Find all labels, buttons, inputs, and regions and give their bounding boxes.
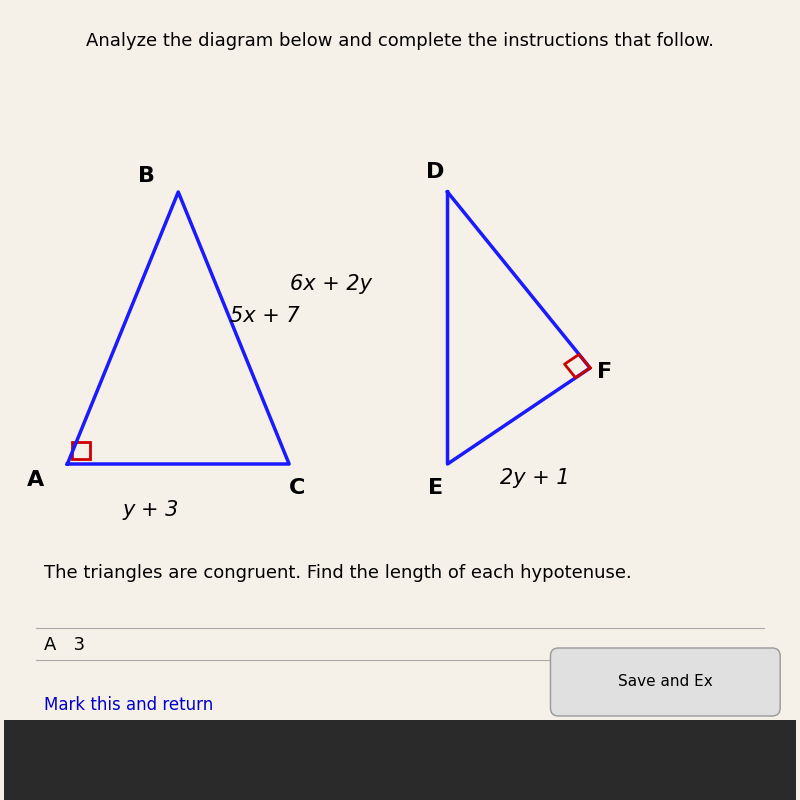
- Text: F: F: [597, 362, 612, 382]
- Text: A: A: [27, 470, 44, 490]
- Text: The triangles are congruent. Find the length of each hypotenuse.: The triangles are congruent. Find the le…: [44, 564, 631, 582]
- Text: 2y + 1: 2y + 1: [500, 468, 570, 488]
- Text: y + 3: y + 3: [122, 500, 178, 520]
- Text: B: B: [138, 166, 155, 186]
- Text: Save and Ex: Save and Ex: [618, 674, 713, 689]
- Bar: [72, 442, 90, 459]
- FancyBboxPatch shape: [550, 648, 780, 716]
- Text: A   3: A 3: [44, 636, 85, 654]
- Text: E: E: [428, 478, 443, 498]
- Text: Mark this and return: Mark this and return: [44, 696, 213, 714]
- Text: Analyze the diagram below and complete the instructions that follow.: Analyze the diagram below and complete t…: [86, 32, 714, 50]
- Text: C: C: [289, 478, 306, 498]
- Bar: [4, 720, 796, 800]
- Text: 5x + 7: 5x + 7: [230, 306, 299, 326]
- Text: 6x + 2y: 6x + 2y: [290, 274, 372, 294]
- Text: D: D: [426, 162, 445, 182]
